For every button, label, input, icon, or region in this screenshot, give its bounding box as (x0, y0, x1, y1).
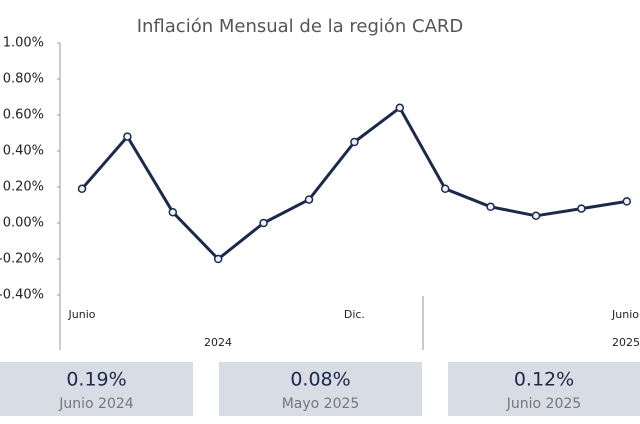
point (168, 207, 178, 217)
x-group-label: 2024 (204, 336, 232, 349)
x-tick-label: Dic. (344, 308, 365, 321)
point (259, 218, 268, 228)
point (577, 204, 586, 213)
highlight-card (0, 362, 193, 416)
x-group-label: 2025 (612, 336, 640, 349)
point (304, 195, 314, 204)
highlight-label: Mayo 2025 (282, 396, 360, 412)
y-tick-label: -0.20% (0, 252, 44, 267)
y-tick-label: 0.00% (3, 216, 44, 231)
highlight-value: 0.08% (290, 369, 350, 391)
y-tick-label: 0.40% (3, 144, 44, 159)
point (486, 202, 495, 212)
y-tick-label: 0.20% (3, 180, 44, 195)
y-tick-label: -0.40% (0, 288, 44, 303)
highlight-label: Junio 2025 (506, 396, 581, 412)
highlight-label: Junio 2024 (58, 396, 134, 412)
highlight-card (448, 362, 640, 416)
x-tick-label: Junio (611, 308, 639, 321)
x-tick-label: Junio (68, 308, 96, 321)
y-tick-label: 1.00% (3, 36, 44, 51)
point (395, 103, 405, 113)
point (350, 137, 359, 147)
chart-title: Inflación Mensual de la región CARD (137, 16, 464, 37)
point (440, 184, 450, 194)
point (77, 184, 87, 194)
point (213, 254, 223, 264)
point (531, 211, 541, 221)
line (80, 106, 628, 261)
point (123, 132, 132, 141)
highlight-card (219, 362, 422, 416)
highlight-value: 0.19% (66, 369, 126, 391)
y-tick-label: 0.80% (3, 72, 44, 87)
y-tick-label: 0.60% (3, 108, 44, 123)
highlight-value: 0.12% (514, 369, 574, 391)
point (622, 197, 632, 206)
